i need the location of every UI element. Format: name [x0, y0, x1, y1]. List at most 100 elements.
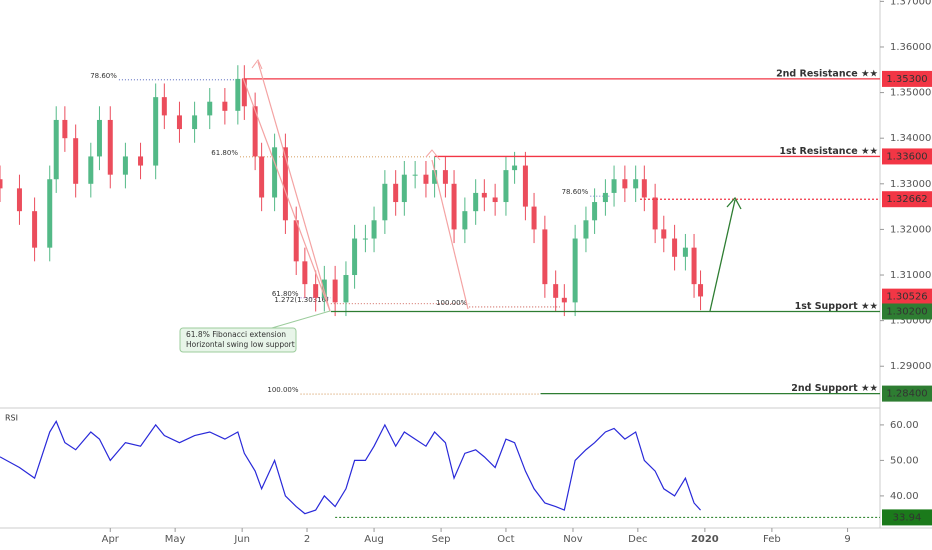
x-tick-label: Oct	[497, 534, 514, 545]
candle-body	[47, 179, 53, 248]
fib-label: 61.80%	[211, 149, 238, 157]
rsi-level-label: 33.94	[893, 512, 922, 523]
candle-body	[423, 174, 429, 184]
candle-body	[691, 247, 697, 285]
candle-body	[531, 206, 537, 230]
rsi-tick-label: 60.00	[890, 420, 919, 431]
fib-label: 78.60%	[90, 72, 117, 80]
candle-body	[442, 170, 448, 184]
annotation-text: 61.8% Fibonacci extension	[186, 330, 286, 339]
candle-body	[652, 197, 658, 230]
candle-body	[553, 284, 559, 298]
candle-body	[481, 192, 487, 198]
candle-body	[122, 156, 128, 175]
rsi-label: RSI	[5, 414, 18, 423]
rsi-tick-label: 40.00	[890, 491, 919, 502]
y-tick-label: 1.33000	[890, 179, 931, 190]
candle-body	[672, 238, 678, 257]
candle-body	[207, 101, 213, 116]
swing-line	[257, 61, 331, 312]
level-label: 1st Resistance ★★	[779, 146, 878, 157]
candle-body	[16, 188, 22, 212]
y-tick-label: 1.35000	[890, 88, 931, 99]
candle-body	[73, 138, 79, 184]
rsi-level-box	[882, 509, 932, 526]
price-label: 1.30200	[886, 307, 927, 318]
candle-body	[462, 211, 468, 230]
candle-body	[622, 179, 628, 189]
arrow-head	[251, 59, 263, 70]
price-label-box	[882, 385, 932, 402]
callout-line	[264, 310, 331, 331]
candle-body	[138, 156, 144, 166]
candle-body	[583, 220, 589, 239]
candle-body	[432, 170, 438, 184]
candle-body	[192, 115, 198, 130]
x-tick-label: Sep	[432, 534, 451, 545]
candle-body	[641, 179, 647, 198]
x-tick-label: May	[165, 534, 186, 545]
candle-body	[602, 192, 608, 203]
x-tick-label: 2	[304, 534, 310, 545]
candle-body	[412, 174, 418, 176]
candle-body	[88, 156, 94, 184]
candle-body	[32, 211, 38, 248]
candle-body	[62, 119, 68, 139]
candle-body	[235, 78, 241, 111]
candle-body	[503, 170, 509, 203]
candle-body	[302, 261, 308, 285]
candle-body	[321, 279, 327, 298]
candle-body	[53, 119, 59, 180]
candle-body	[0, 179, 3, 189]
candle-body	[611, 179, 617, 193]
x-tick-label: Feb	[763, 534, 781, 545]
candle-body	[393, 183, 399, 203]
price-label-box	[882, 148, 932, 165]
x-tick-label: Nov	[563, 534, 583, 545]
candle-body	[176, 115, 182, 130]
x-tick-label: Jun	[233, 534, 250, 545]
candle-body	[561, 297, 567, 303]
candle-body	[382, 183, 388, 221]
x-tick-label: 2020	[691, 534, 719, 545]
y-tick-label: 1.29000	[890, 361, 931, 372]
y-tick-label: 1.30000	[890, 316, 931, 327]
y-tick-label: 1.34000	[890, 133, 931, 144]
fib-label: 1.272(1.30316)	[274, 296, 329, 304]
candle-body	[222, 101, 228, 111]
candle-body	[512, 165, 518, 171]
price-label-box	[882, 288, 932, 305]
arrow-head	[425, 149, 441, 161]
rsi-tick-label: 50.00	[890, 455, 919, 466]
price-label: 1.35300	[886, 74, 927, 85]
candle-body	[371, 220, 377, 239]
candle-body	[362, 238, 368, 240]
price-label-box	[882, 191, 932, 208]
candle-body	[343, 275, 349, 303]
candle-body	[293, 220, 299, 262]
x-tick-label: 9	[844, 534, 850, 545]
candle-body	[272, 147, 278, 198]
annotation-box	[179, 327, 297, 353]
price-label: 1.30526	[886, 292, 927, 303]
projection-arrow	[709, 199, 736, 312]
swing-line	[242, 77, 331, 312]
candle-body	[492, 197, 498, 203]
candle-body	[473, 192, 479, 212]
fib-label: 78.60%	[562, 188, 589, 196]
candle-body	[282, 147, 288, 221]
y-tick-label: 1.36000	[890, 42, 931, 53]
fib-label: 100.00%	[436, 299, 467, 307]
y-tick-label: 1.37000	[890, 0, 931, 7]
x-tick-label: Aug	[364, 534, 384, 545]
candle-body	[107, 119, 113, 175]
fib-label: 61.80%	[272, 290, 299, 298]
price-label-box	[882, 70, 932, 87]
candle-body	[451, 183, 457, 230]
candle-body	[633, 179, 639, 189]
candle-body	[332, 279, 338, 303]
candle-body	[542, 229, 548, 285]
candle-body	[592, 202, 598, 221]
candle-body	[153, 97, 159, 166]
fib-label: 100.00%	[267, 386, 298, 394]
